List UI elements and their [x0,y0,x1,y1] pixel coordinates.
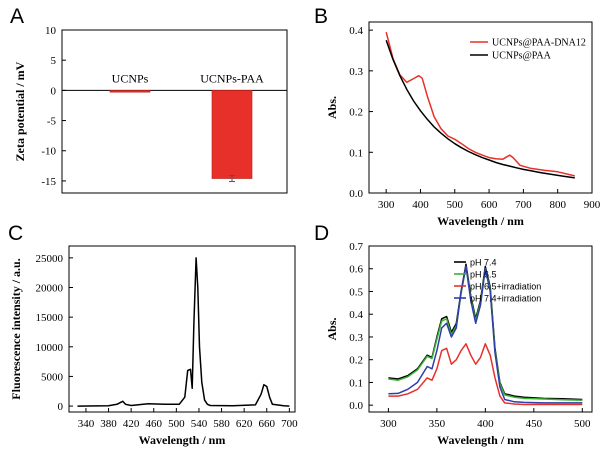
category-label-1: UCNPs [112,71,149,85]
y-axis-label-b: Abs. [325,96,339,119]
y-axis-label-a: Zeta potential / mV [13,61,27,161]
y-tick-label-a: -5 [47,116,57,128]
x-tick-label-c: 580 [213,418,230,430]
y-tick-label-b: 0.3 [349,66,363,78]
legend-entry-d-4: pH 7.4+irradiation [470,294,541,304]
y-tick-label-d: 0.0 [349,400,363,412]
x-tick-label-b: 900 [584,199,601,211]
series-line-d-3 [388,343,583,406]
x-tick-label-d: 500 [574,418,591,430]
panel-c-fluorescence-chart: 0 5000 10000 15000 20000 25000 340 380 420 460 500… [9,245,298,447]
y-tick-label-a: -15 [41,176,56,188]
x-tick-label-d: 400 [477,418,494,430]
bar-1 [109,90,151,93]
y-axis-label-d: Abs. [325,317,339,340]
y-tick-label-b: 0.0 [349,188,363,200]
y-tick-label-c: 10000 [36,342,64,354]
x-tick-label-d: 300 [380,418,397,430]
y-tick-label-d: 0.2 [349,355,363,367]
y-tick-label-d: 0.7 [349,241,363,253]
x-tick-label-c: 700 [281,418,298,430]
panel-b-absorbance-chart: 0.0 0.1 0.2 0.3 0.4 300 400 500 600 700 800 900 Wave… [325,21,601,228]
x-tick-label-d: 350 [429,418,446,430]
y-tick-label-a: 10 [45,25,57,37]
plot-frame-c [68,245,296,413]
bar-2 [211,90,253,179]
legend-entry-d-1: pH 7.4 [470,258,497,268]
x-tick-label-c: 420 [123,418,140,430]
series-line-b-1 [385,32,575,177]
legend-entry-b-2: UCNPs@PAA [492,51,552,62]
y-tick-label-b: 0.1 [349,147,363,159]
x-tick-label-c: 380 [100,418,117,430]
series-line-b-2 [385,40,575,179]
x-tick-label-d: 450 [526,418,543,430]
x-tick-label-c: 500 [168,418,185,430]
legend-entry-d-3: pH 6.5+irradiation [470,282,541,292]
legend-entry-d-2: pH 6.5 [470,270,497,280]
y-tick-label-d: 0.4 [349,309,363,321]
y-tick-label-d: 0.1 [349,377,363,389]
y-tick-label-c: 25000 [36,253,64,265]
panel-d-ph-absorbance-chart: 0.0 0.1 0.2 0.3 0.4 0.5 0.6 0.7 300 350 400 450 500 W… [325,241,593,447]
series-line-d-4 [388,265,583,404]
x-tick-label-c: 620 [236,418,253,430]
y-tick-label-d: 0.3 [349,332,363,344]
x-axis-label-b: Wavelength / nm [437,214,524,228]
x-tick-label-b: 600 [481,199,498,211]
y-tick-label-d: 0.5 [349,286,363,298]
x-tick-label-c: 660 [259,418,276,430]
category-label-2: UCNPs-PAA [200,71,264,85]
plot-frame-b [368,21,593,194]
y-tick-label-a: -10 [41,146,56,158]
y-tick-label-c: 20000 [36,283,64,295]
panel-letter-d: D [314,222,329,245]
y-tick-label-a: 0 [51,85,57,97]
y-tick-label-c: 15000 [36,312,64,324]
series-line-c-1 [77,257,290,407]
x-tick-label-b: 300 [378,199,395,211]
x-tick-label-c: 460 [146,418,163,430]
panel-letter-a: A [10,5,24,28]
panel-letter-b: B [314,5,328,28]
legend-entry-b-1: UCNPs@PAA-DNA12 [492,38,586,49]
x-tick-label-b: 400 [412,199,429,211]
x-tick-label-b: 500 [447,199,464,211]
y-tick-label-a: 5 [51,55,57,67]
y-tick-label-c: 5000 [41,371,64,383]
panel-letter-c: C [8,222,23,245]
plot-frame-a [61,29,288,194]
x-tick-label-c: 540 [191,418,208,430]
y-tick-label-d: 0.6 [349,264,363,276]
x-tick-label-b: 800 [549,199,566,211]
x-tick-label-c: 340 [78,418,95,430]
y-tick-label-b: 0.4 [349,25,363,37]
x-tick-label-b: 700 [515,199,532,211]
plot-frame-d [368,245,593,413]
x-axis-label-c: Wavelength / nm [139,433,226,447]
panel-a-zeta-chart: 10 5 0 -5 -10 -15 UCNPs UCNPs-PAA Zeta potential… [13,25,288,194]
y-tick-label-b: 0.2 [349,107,363,119]
x-axis-label-d: Wavelength / nm [437,433,524,447]
y-tick-label-c: 0 [58,401,64,413]
y-axis-label-c: Fluorescence intensity / a.u. [9,258,23,399]
